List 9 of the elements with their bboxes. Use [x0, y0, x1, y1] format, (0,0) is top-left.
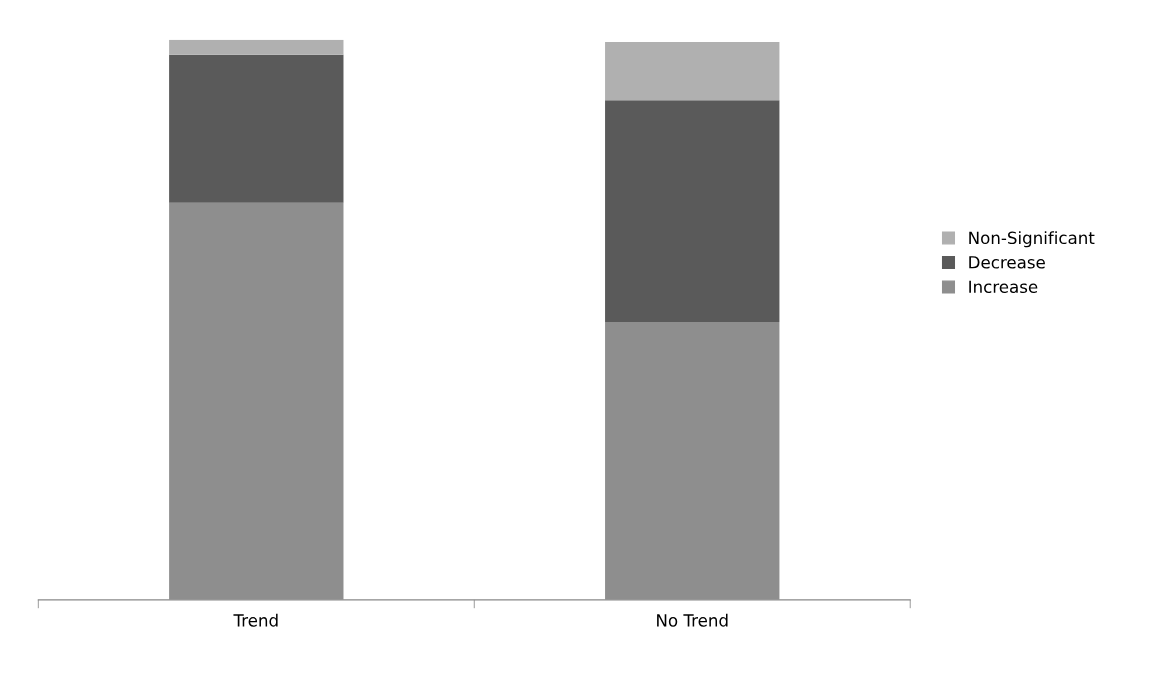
bar — [605, 100, 780, 323]
bar — [605, 41, 780, 101]
legend-label: Decrease — [969, 256, 1045, 269]
bar — [169, 39, 344, 55]
bar — [169, 54, 344, 203]
legend-label: Increase — [969, 280, 1038, 294]
x-tick-label: No Trend — [657, 613, 728, 627]
x-tick-label: Trend — [233, 613, 278, 627]
legend-label: Non-Significant — [969, 231, 1095, 248]
